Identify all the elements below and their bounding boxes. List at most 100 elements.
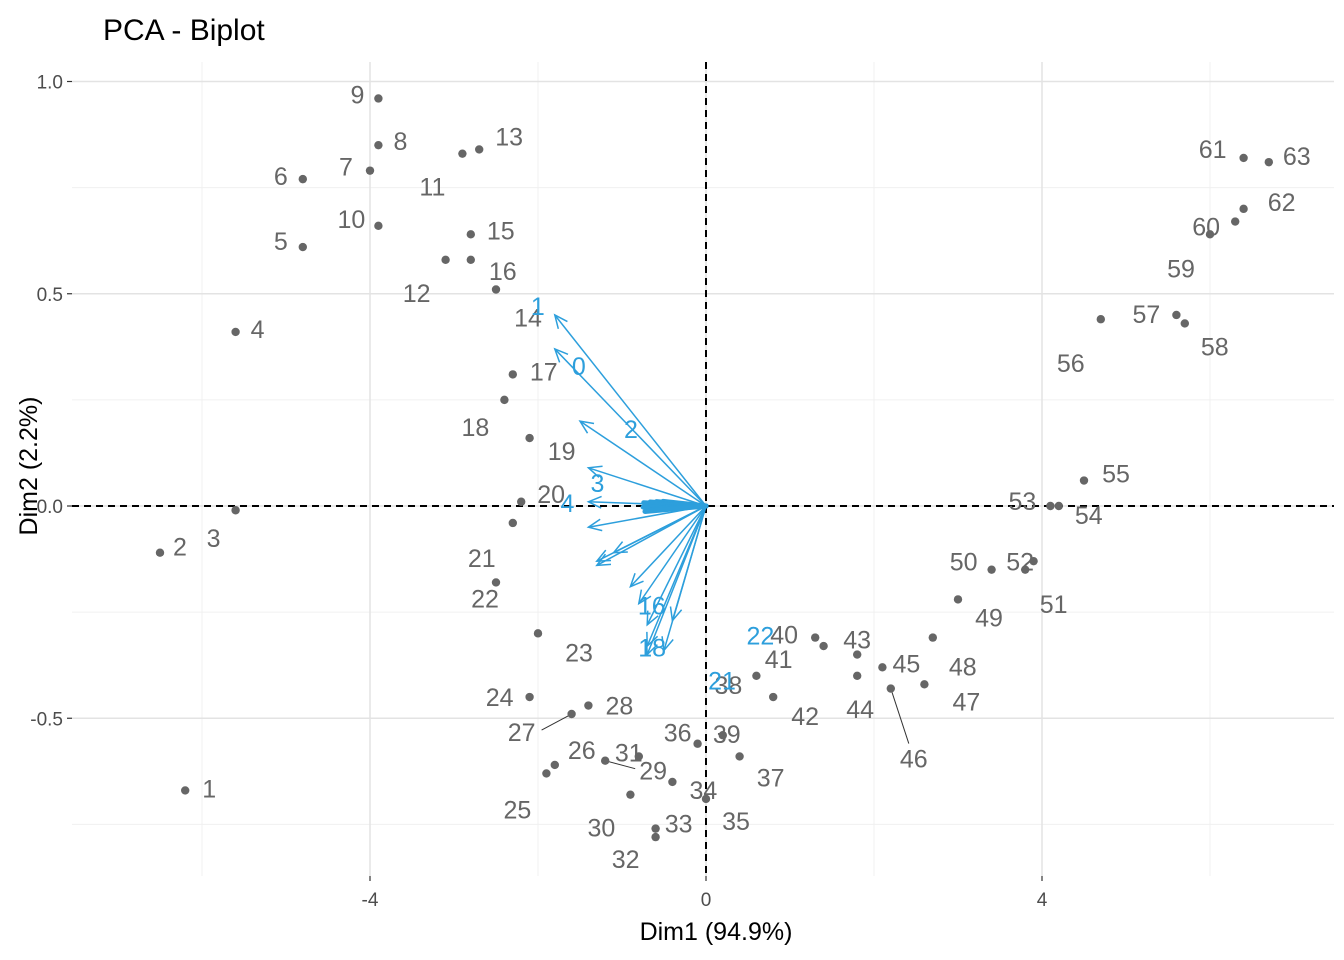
y-tick-label: 1.0	[37, 73, 63, 94]
individual-label: 45	[892, 650, 920, 678]
individual-label: 1	[202, 775, 216, 803]
individual-label: 13	[495, 123, 523, 151]
individual-label: 54	[1075, 502, 1103, 530]
individual-label: 48	[949, 654, 977, 682]
individual-point	[365, 166, 375, 175]
variable-label: 3	[590, 470, 604, 498]
variable-arrow-head	[645, 640, 658, 657]
individual-point	[231, 327, 240, 337]
variable-arrow-cluster	[640, 498, 709, 514]
variable-arrow-head	[578, 420, 595, 434]
individual-label: 30	[587, 815, 615, 843]
individual-label: 51	[1040, 591, 1068, 619]
individual-point	[693, 739, 702, 748]
individual-point	[231, 506, 240, 515]
individual-point	[298, 174, 307, 184]
individual-label: 32	[612, 846, 640, 874]
individual-label: 46	[900, 746, 928, 774]
individual-label: 6	[274, 163, 288, 191]
individual-label: 44	[846, 696, 874, 724]
individual-point	[1231, 217, 1240, 226]
individual-point	[651, 824, 660, 833]
individual-label: 50	[950, 549, 978, 577]
individual-point	[735, 752, 744, 761]
individual-label: 11	[419, 174, 445, 202]
label-leader-lines	[541, 688, 910, 770]
y-axis-title: Dim2 (2.2%)	[15, 397, 43, 536]
individual-point	[298, 242, 307, 252]
y-axis-ticks: -0.5 0.0 0.5 1.0	[30, 73, 72, 730]
individual-label: 23	[565, 639, 593, 667]
individual-label: 29	[639, 758, 667, 786]
minor-grid	[72, 62, 1334, 876]
individual-point	[601, 756, 610, 765]
individual-point	[853, 650, 862, 659]
individual-point	[886, 684, 895, 693]
individual-label: 47	[952, 688, 980, 716]
individual-label: 42	[791, 703, 819, 731]
individual-point	[466, 255, 475, 264]
individual-label: 36	[664, 720, 692, 748]
individual-label: 26	[568, 737, 596, 765]
variable-arrow-head	[586, 495, 602, 509]
individual-label: 12	[403, 280, 431, 308]
individual-label: 43	[843, 627, 871, 655]
individual-label: 15	[487, 217, 515, 245]
individual-point	[567, 709, 576, 719]
individual-point	[491, 578, 501, 587]
y-tick-label: 0.0	[37, 497, 63, 518]
individual-label: 22	[471, 585, 499, 613]
major-grid	[72, 62, 1334, 876]
individual-point	[1264, 157, 1274, 167]
variable-arrow	[671, 505, 707, 621]
individual-label: 19	[548, 438, 576, 466]
individual-label: 7	[339, 154, 353, 182]
individual-label: 3	[207, 525, 221, 553]
individual-point	[651, 832, 660, 842]
individual-point	[1029, 556, 1038, 566]
individual-point	[1205, 230, 1215, 239]
individual-point	[533, 629, 543, 638]
individual-points	[155, 94, 1274, 842]
individual-point	[542, 769, 551, 778]
individual-label: 61	[1199, 136, 1227, 164]
individual-point	[1180, 319, 1190, 328]
individual-point	[441, 255, 450, 264]
individual-label: 59	[1167, 255, 1195, 283]
individual-point	[500, 395, 509, 405]
individual-label: 41	[765, 646, 793, 674]
individual-label: 52	[1006, 549, 1034, 577]
individual-label: 35	[722, 808, 750, 836]
individual-label: 63	[1283, 143, 1311, 171]
individual-label: 40	[770, 622, 798, 650]
individual-point	[634, 752, 643, 761]
individual-point	[718, 731, 727, 740]
variable-arrow	[554, 348, 707, 507]
label-leader-line	[605, 760, 636, 770]
individual-point	[752, 671, 761, 680]
individual-label: 27	[508, 719, 536, 747]
variable-label: 16	[638, 593, 666, 621]
individual-point	[1239, 153, 1248, 163]
individual-label: 24	[486, 684, 514, 712]
variable-arrows	[553, 313, 709, 657]
variable-label: 2	[624, 416, 638, 444]
individual-point	[374, 94, 383, 103]
variable-arrow-head	[611, 541, 628, 554]
individual-point	[853, 671, 862, 680]
individual-point	[920, 680, 929, 689]
variable-arrow	[638, 505, 707, 605]
variable-arrow-head	[553, 347, 569, 363]
individual-label: 60	[1192, 214, 1220, 242]
individual-point	[1020, 565, 1030, 574]
individual-point	[155, 548, 165, 557]
variable-arrow-head	[629, 572, 644, 588]
individual-point	[550, 760, 559, 770]
variable-arrow-head	[595, 553, 612, 567]
individual-label: 17	[530, 358, 558, 386]
individual-point	[701, 794, 711, 804]
individual-point	[525, 692, 534, 702]
